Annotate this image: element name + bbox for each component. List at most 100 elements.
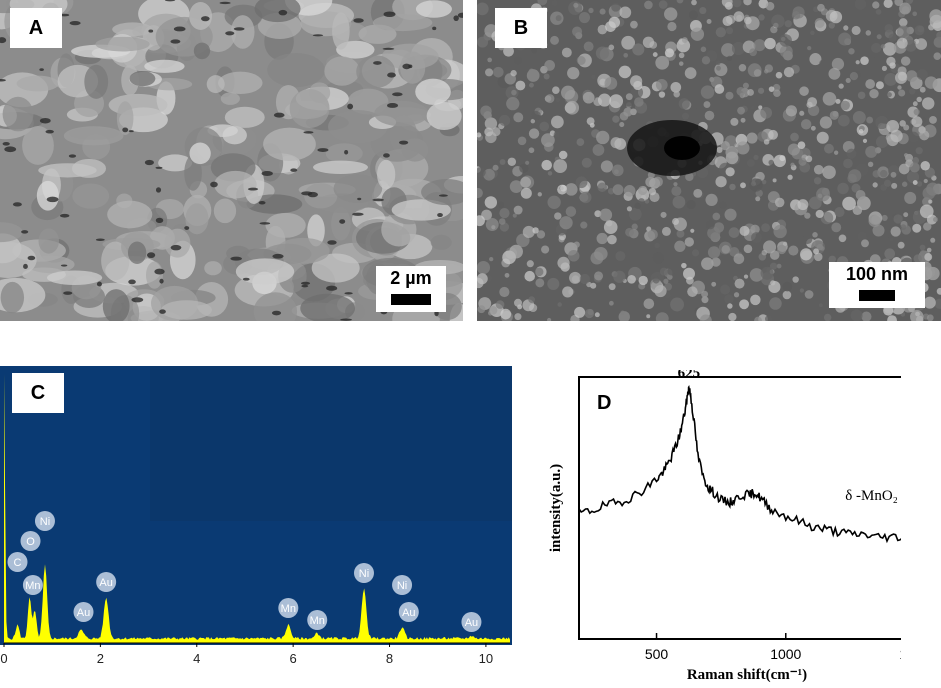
nanoparticle bbox=[596, 130, 610, 145]
nanoparticle bbox=[670, 81, 682, 93]
pore bbox=[402, 63, 411, 70]
nanoparticle bbox=[716, 146, 723, 153]
nanoparticle bbox=[513, 205, 523, 215]
nanoparticle bbox=[738, 63, 747, 72]
pore bbox=[225, 31, 235, 36]
pore bbox=[352, 212, 364, 216]
nanoparticle bbox=[519, 163, 529, 174]
grain bbox=[72, 183, 110, 209]
grain bbox=[102, 289, 130, 321]
nanoparticle bbox=[728, 227, 740, 238]
pore bbox=[408, 64, 413, 69]
nanoparticle bbox=[799, 110, 805, 116]
pore bbox=[300, 281, 311, 285]
nanoparticle bbox=[597, 182, 607, 193]
nanoparticle bbox=[900, 56, 911, 66]
nanoparticle bbox=[922, 187, 936, 200]
nanoparticle bbox=[561, 47, 572, 58]
grain bbox=[313, 160, 368, 174]
nanoparticle bbox=[916, 96, 922, 103]
grain bbox=[325, 143, 363, 164]
grain bbox=[189, 142, 211, 165]
eds-peak-label: Mn bbox=[25, 580, 40, 592]
nanoparticle bbox=[520, 187, 532, 199]
nanoparticle bbox=[724, 208, 737, 221]
nanoparticle bbox=[923, 222, 932, 231]
eds-peak-label: Au bbox=[99, 577, 112, 589]
nanoparticle bbox=[608, 283, 616, 291]
grain bbox=[38, 163, 97, 178]
pore bbox=[154, 268, 165, 275]
pore bbox=[373, 61, 382, 65]
nanoparticle bbox=[726, 55, 733, 62]
pore bbox=[301, 284, 309, 288]
nanoparticle bbox=[865, 30, 872, 36]
nanoparticle bbox=[711, 257, 721, 267]
grain bbox=[47, 270, 103, 286]
nanoparticle bbox=[912, 180, 918, 186]
nanoparticle bbox=[676, 0, 684, 4]
nanoparticle bbox=[886, 92, 892, 98]
grain bbox=[144, 59, 185, 73]
nanoparticle bbox=[701, 257, 714, 270]
nanoparticle bbox=[929, 115, 937, 124]
nanoparticle bbox=[729, 183, 736, 191]
nanoparticle bbox=[751, 232, 762, 244]
nanoparticle bbox=[655, 78, 668, 91]
nanoparticle bbox=[591, 74, 596, 80]
nanoparticle bbox=[634, 97, 644, 107]
nanoparticle bbox=[809, 53, 822, 66]
nanoparticle bbox=[736, 141, 750, 155]
nanoparticle bbox=[721, 0, 733, 8]
eds-peak-badge bbox=[73, 602, 94, 622]
nanoparticle bbox=[926, 314, 934, 321]
nanoparticle bbox=[933, 52, 941, 60]
nanoparticle bbox=[813, 177, 822, 185]
nanoparticle bbox=[833, 150, 839, 155]
pore bbox=[159, 278, 164, 284]
nanoparticle bbox=[506, 96, 520, 111]
pore bbox=[159, 309, 166, 314]
nanoparticle bbox=[919, 86, 926, 93]
nanoparticle bbox=[737, 106, 745, 115]
nanoparticle bbox=[581, 157, 592, 168]
nanoparticle bbox=[915, 147, 923, 155]
grain bbox=[332, 12, 350, 50]
eds-x-tick-label: 4 bbox=[193, 651, 200, 666]
nanoparticle bbox=[851, 183, 861, 193]
pore bbox=[164, 0, 176, 2]
pore bbox=[372, 198, 385, 202]
nanoparticle bbox=[852, 111, 866, 125]
nanoparticle bbox=[871, 42, 882, 54]
nanoparticle bbox=[528, 296, 536, 304]
nanoparticle bbox=[644, 0, 653, 10]
nanoparticle bbox=[740, 182, 746, 189]
nanoparticle bbox=[500, 308, 512, 320]
grain bbox=[16, 75, 60, 92]
nanoparticle bbox=[707, 246, 721, 259]
nanoparticle bbox=[900, 224, 907, 231]
pore bbox=[46, 196, 59, 203]
nanoparticle bbox=[858, 129, 864, 134]
nanoparticle bbox=[522, 225, 535, 238]
nanoparticle bbox=[499, 208, 510, 219]
nanoparticle bbox=[747, 89, 754, 96]
nanoparticle bbox=[477, 260, 491, 275]
nanoparticle bbox=[765, 1, 775, 11]
pore bbox=[457, 12, 463, 18]
nanoparticle bbox=[488, 305, 498, 315]
nanoparticle bbox=[718, 241, 732, 255]
pore bbox=[39, 117, 51, 124]
nanoparticle bbox=[619, 111, 629, 121]
nanoparticle bbox=[477, 2, 489, 16]
eds-peak-badge bbox=[20, 531, 41, 551]
nanoparticle bbox=[790, 132, 799, 142]
nanoparticle bbox=[861, 311, 872, 321]
nanoparticle bbox=[655, 312, 669, 321]
nanoparticle bbox=[530, 118, 536, 124]
nanoparticle bbox=[764, 315, 773, 321]
nanoparticle bbox=[904, 191, 917, 204]
nanoparticle bbox=[691, 249, 700, 257]
nanoparticle bbox=[834, 207, 845, 218]
